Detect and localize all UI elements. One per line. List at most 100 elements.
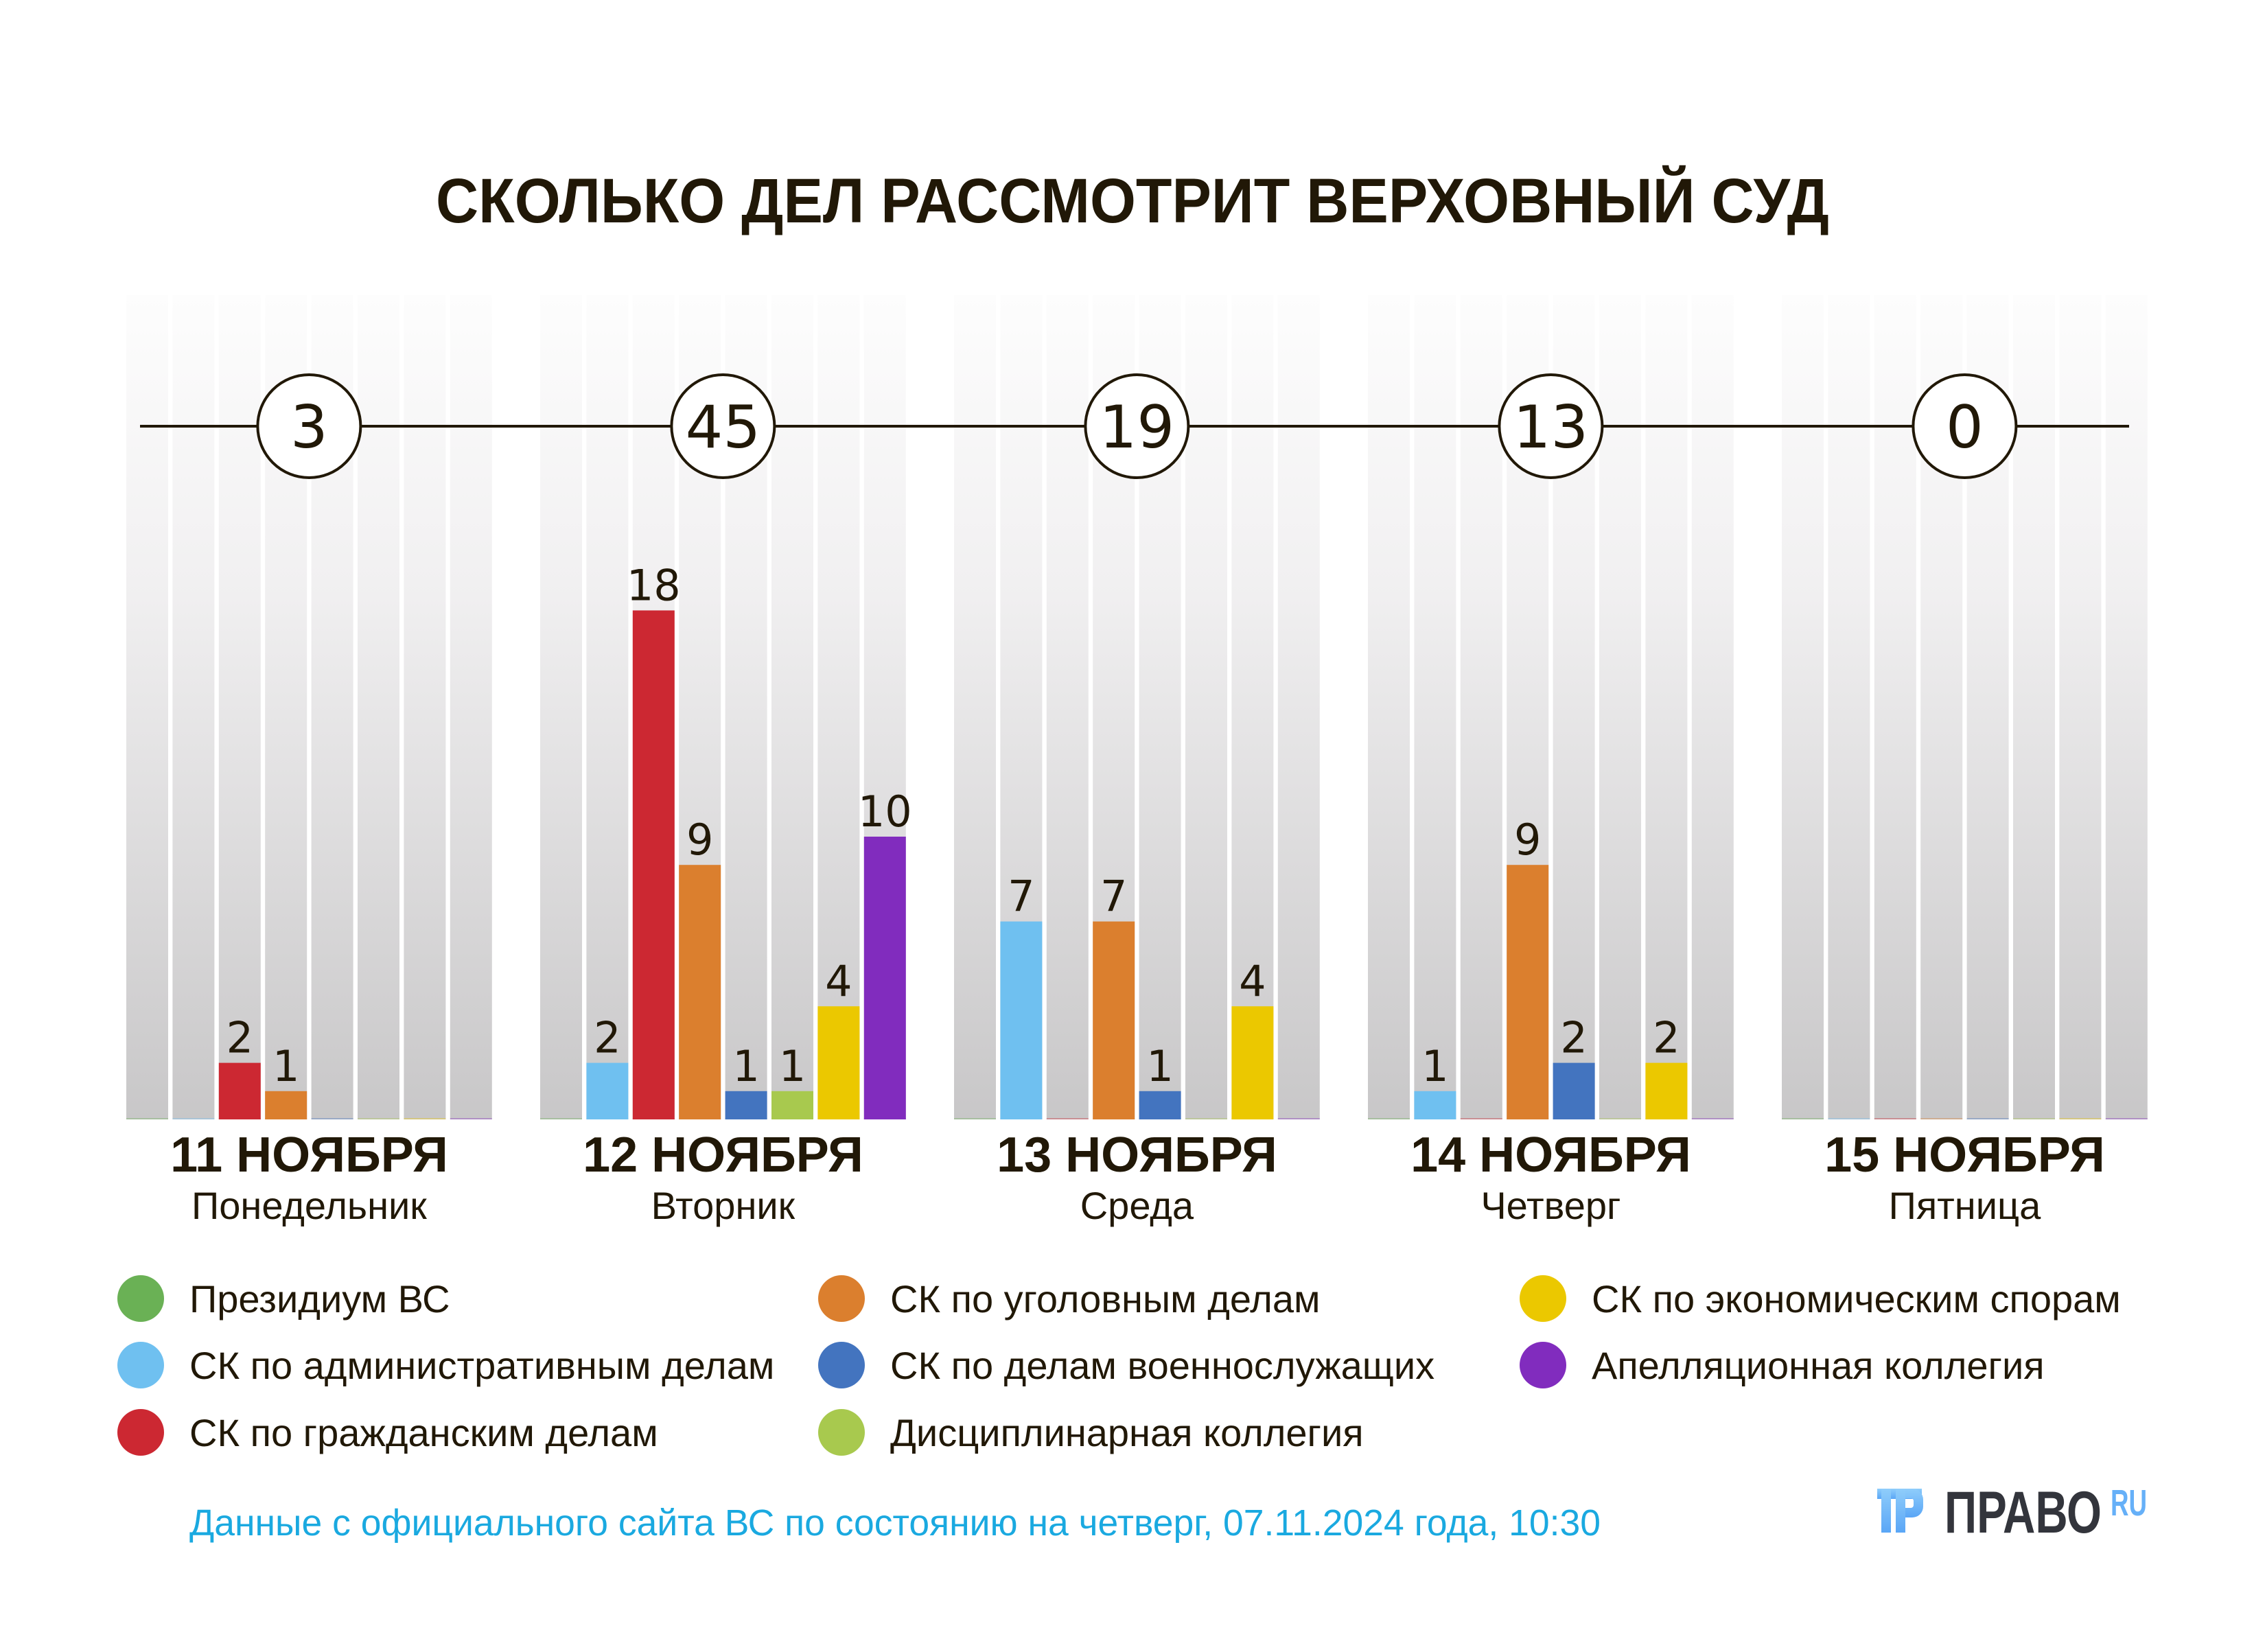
column-baseline [2105, 1118, 2148, 1119]
day-total-circle [1498, 373, 1604, 479]
bar-value-label: 2 [594, 1013, 620, 1063]
legend-label: СК по административным делам [189, 1344, 774, 1387]
day-weekday-label: Среда [1080, 1184, 1194, 1227]
column-track [771, 295, 813, 1119]
legend-label: СК по делам военнослужащих [890, 1344, 1434, 1387]
legend-item: СК по экономическим спорам [1520, 1275, 2121, 1322]
column-track [1645, 295, 1688, 1119]
bar [1000, 921, 1043, 1119]
bar-value-label: 2 [1653, 1013, 1680, 1063]
column-track [1046, 295, 1089, 1119]
bar-value-label: 9 [1514, 815, 1541, 865]
column-track [1460, 295, 1502, 1119]
legend-label: СК по уголовным делам [890, 1277, 1320, 1321]
column-baseline [126, 1118, 168, 1119]
column-track [1185, 295, 1227, 1119]
column-baseline [2059, 1118, 2102, 1119]
bar [1231, 1006, 1274, 1119]
day-total-circle [1084, 373, 1190, 479]
day-total-value: 19 [1100, 393, 1174, 462]
column-baseline [1874, 1118, 1916, 1119]
legend-label: Дисциплинарная коллегия [890, 1411, 1364, 1454]
column-track [954, 295, 996, 1119]
bar-value-label: 1 [1146, 1041, 1173, 1091]
column-track [2059, 295, 2102, 1119]
bar [265, 1091, 307, 1119]
bar-value-label: 2 [226, 1013, 253, 1063]
legend-item: СК по административным делам [117, 1342, 774, 1388]
bar [1507, 865, 1549, 1119]
column-baseline [1828, 1118, 1870, 1119]
legend-label: СК по экономическим спорам [1592, 1277, 2121, 1321]
column-baseline [1691, 1118, 1734, 1119]
legend-swatch-icon [117, 1342, 164, 1388]
column-track [172, 295, 215, 1119]
column-baseline [2013, 1118, 2055, 1119]
logo-wordmark: ПРАВО [1944, 1480, 2102, 1546]
bar [218, 1062, 261, 1119]
day-total-value: 0 [1946, 393, 1984, 462]
legend-swatch-icon [818, 1409, 865, 1456]
bar-value-label: 2 [1560, 1013, 1587, 1063]
bar [679, 865, 721, 1119]
column-baseline [1277, 1118, 1320, 1119]
bar [1645, 1062, 1688, 1119]
bar-value-label: 7 [1100, 872, 1127, 922]
day-total-value: 13 [1513, 393, 1588, 462]
bar-value-label: 1 [1421, 1041, 1448, 1091]
legend-swatch-icon [818, 1275, 865, 1322]
legend-swatch-icon [1520, 1342, 1566, 1388]
column-baseline [1460, 1118, 1502, 1119]
bar-value-label: 1 [779, 1041, 806, 1091]
day-total-circle [256, 373, 362, 479]
column-track [2105, 295, 2148, 1119]
column-baseline [172, 1118, 215, 1119]
day-weekday-label: Четверг [1480, 1184, 1621, 1227]
day-date-label: 14 НОЯБРЯ [1410, 1128, 1691, 1183]
bar [632, 610, 675, 1119]
column-track [1691, 295, 1734, 1119]
bar-value-label: 4 [825, 956, 852, 1006]
bar [725, 1091, 767, 1119]
day-date-label: 15 НОЯБРЯ [1824, 1128, 2105, 1183]
day-total-circle [1912, 373, 2018, 479]
column-track [2013, 295, 2055, 1119]
column-track [126, 295, 168, 1119]
column-baseline [450, 1118, 492, 1119]
logo-suffix: RU [2111, 1482, 2147, 1524]
legend-item: Дисциплинарная коллегия [818, 1409, 1364, 1456]
column-track [1414, 295, 1456, 1119]
bar-value-label: 1 [272, 1041, 299, 1091]
legend-swatch-icon [818, 1342, 865, 1388]
bar-value-label: 18 [627, 560, 681, 610]
legend-item: Президиум ВС [117, 1275, 450, 1322]
column-track [450, 295, 492, 1119]
day-date-label: 11 НОЯБРЯ [170, 1128, 448, 1183]
source-note: Данные с официального сайта ВС по состоя… [189, 1502, 1601, 1544]
column-track [218, 295, 261, 1119]
column-track [817, 295, 860, 1119]
legend-swatch-icon [1520, 1275, 1566, 1322]
legend-swatch-icon [117, 1275, 164, 1322]
column-track [1277, 295, 1320, 1119]
column-track [540, 295, 582, 1119]
day-date-label: 12 НОЯБРЯ [583, 1128, 863, 1183]
legend-item: СК по делам военнослужащих [818, 1342, 1434, 1388]
bar-value-label: 10 [858, 787, 912, 837]
column-baseline [1782, 1118, 1824, 1119]
column-baseline [1046, 1118, 1089, 1119]
bar [1139, 1091, 1181, 1119]
bar [771, 1091, 813, 1119]
column-baseline [954, 1118, 996, 1119]
legend-item: СК по гражданским делам [117, 1409, 658, 1456]
chart-title: СКОЛЬКО ДЕЛ РАССМОТРИТ ВЕРХОВНЫЙ СУД [436, 165, 1829, 236]
column-baseline [404, 1118, 446, 1119]
day-date-label: 13 НОЯБРЯ [997, 1128, 1277, 1183]
column-track [1231, 295, 1274, 1119]
day-total-value: 3 [290, 393, 328, 462]
column-baseline [1599, 1118, 1641, 1119]
